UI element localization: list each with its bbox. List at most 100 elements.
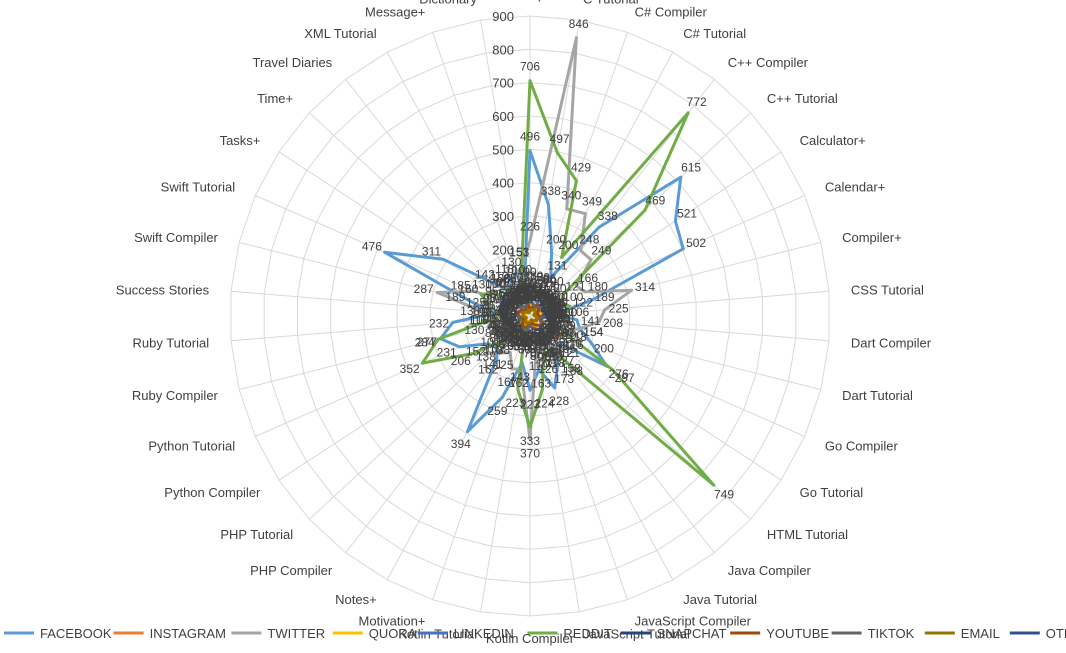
data-point xyxy=(493,282,497,286)
data-label: 80 xyxy=(543,273,557,287)
data-label: 30 xyxy=(541,293,555,307)
data-point xyxy=(534,350,538,354)
data-label: 75 xyxy=(484,312,498,326)
data-label: 50 xyxy=(501,330,515,344)
data-point xyxy=(504,291,507,295)
data-label: 70 xyxy=(492,289,506,303)
data-label: 25 xyxy=(513,329,527,343)
data-label: 228 xyxy=(549,394,569,408)
data-point xyxy=(506,285,509,289)
data-label: 50 xyxy=(498,326,512,340)
radial-tick-label: 500 xyxy=(492,142,514,157)
data-point xyxy=(516,387,520,391)
category-label: Java Compiler xyxy=(728,563,812,578)
data-point xyxy=(541,306,545,310)
data-label: 30 xyxy=(547,315,561,329)
legend-entry: QUORA xyxy=(369,626,417,641)
data-label: 18 xyxy=(527,289,541,303)
data-label: 15 xyxy=(532,326,546,340)
data-label: 55 xyxy=(518,277,532,291)
data-label: 18 xyxy=(523,329,537,343)
data-point xyxy=(550,334,554,338)
data-point xyxy=(567,304,571,308)
data-label: 65 xyxy=(556,323,570,337)
data-label: 130 xyxy=(501,255,521,269)
data-point xyxy=(589,258,593,262)
grid-spoke xyxy=(529,51,674,317)
data-point xyxy=(523,300,527,304)
data-point xyxy=(524,289,528,293)
data-label: 232 xyxy=(429,317,449,331)
data-point xyxy=(597,225,601,229)
data-label: 40 xyxy=(497,302,511,316)
data-label: 60 xyxy=(557,312,571,326)
data-label: 45 xyxy=(537,335,551,349)
data-label: 20 xyxy=(539,323,553,337)
data-label: 231 xyxy=(437,346,457,360)
data-label: 35 xyxy=(548,315,562,329)
data-label: 80 xyxy=(489,287,503,301)
data-label: 167 xyxy=(497,375,517,389)
data-label: 126 xyxy=(538,362,558,376)
data-label: 90 xyxy=(496,274,510,288)
category-label: Swift Tutorial xyxy=(161,180,236,195)
data-point xyxy=(528,337,532,341)
data-label: 55 xyxy=(503,284,517,298)
data-label: 106 xyxy=(569,305,589,319)
data-point xyxy=(509,279,513,283)
data-point xyxy=(549,276,553,280)
data-label: 141 xyxy=(581,314,601,328)
data-point xyxy=(544,343,548,347)
data-point xyxy=(543,310,546,314)
data-point xyxy=(555,365,559,369)
data-label: 90 xyxy=(483,291,497,305)
data-label: 45 xyxy=(510,284,524,298)
data-point xyxy=(589,341,593,345)
data-label: 15 xyxy=(517,291,531,305)
data-label: 70 xyxy=(555,329,569,343)
data-label: 15 xyxy=(512,294,526,308)
data-label: 85 xyxy=(503,272,517,286)
data-label: 90 xyxy=(556,339,570,353)
data-label: 121 xyxy=(560,346,580,360)
data-label: 75 xyxy=(552,335,566,349)
legend-entry: SNAPCHAT xyxy=(657,626,727,641)
data-point xyxy=(547,319,551,323)
data-point xyxy=(538,342,542,346)
data-label: 25 xyxy=(513,329,527,343)
data-point xyxy=(540,348,544,352)
data-label: 60 xyxy=(557,306,571,320)
data-label: 20 xyxy=(503,307,517,321)
data-label: 40 xyxy=(532,335,546,349)
data-label: 55 xyxy=(534,340,548,354)
data-point xyxy=(513,301,517,304)
category-label: Python Compiler xyxy=(164,485,261,500)
data-label: 45 xyxy=(537,284,551,298)
data-point xyxy=(535,305,539,309)
data-label: 50 xyxy=(493,312,507,326)
data-label: 40 xyxy=(500,324,514,338)
data-label: 30 xyxy=(512,288,526,302)
data-label: 80 xyxy=(561,325,575,339)
data-point xyxy=(563,311,567,315)
data-point xyxy=(528,79,532,83)
category-label: Message+ xyxy=(365,4,425,19)
data-label: 25 xyxy=(527,287,541,301)
data-label: 50 xyxy=(505,333,519,347)
data-label: 30 xyxy=(503,296,517,310)
data-label: 130 xyxy=(472,278,492,292)
data-point xyxy=(504,303,508,307)
data-label: 40 xyxy=(519,282,533,296)
data-label: 80 xyxy=(486,293,500,307)
data-point xyxy=(686,111,690,115)
data-label: 30 xyxy=(506,325,520,339)
data-point xyxy=(510,319,514,322)
data-label: 40 xyxy=(519,336,533,350)
data-label: 30 xyxy=(523,285,537,299)
data-label: 143 xyxy=(510,370,530,384)
data-point xyxy=(383,250,387,254)
category-label: Java Tutorial xyxy=(683,592,757,607)
data-label: 30 xyxy=(531,286,545,300)
category-label: Compiler+ xyxy=(842,230,902,245)
data-point xyxy=(520,299,524,303)
